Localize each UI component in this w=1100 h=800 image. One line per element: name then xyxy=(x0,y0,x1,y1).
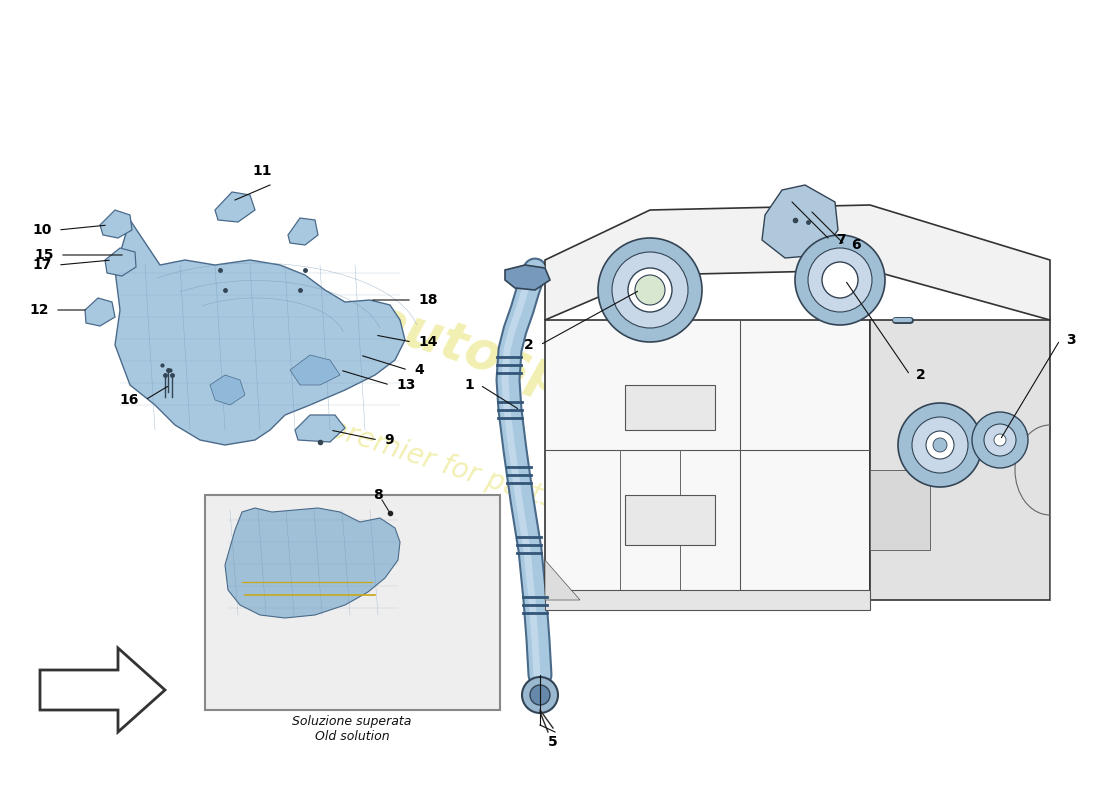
Text: 1: 1 xyxy=(464,378,474,392)
Polygon shape xyxy=(870,320,1050,600)
Polygon shape xyxy=(544,320,870,600)
Polygon shape xyxy=(210,375,245,405)
Text: 12: 12 xyxy=(30,303,50,317)
Text: 18: 18 xyxy=(418,293,438,307)
Text: 17: 17 xyxy=(33,258,52,272)
Circle shape xyxy=(933,438,947,452)
Text: autospares: autospares xyxy=(364,294,696,446)
Text: 9: 9 xyxy=(384,433,394,447)
Circle shape xyxy=(598,238,702,342)
Polygon shape xyxy=(40,648,165,732)
Circle shape xyxy=(530,685,550,705)
Text: 14: 14 xyxy=(418,335,438,349)
Bar xyxy=(870,470,930,550)
Polygon shape xyxy=(288,218,318,245)
Text: 2: 2 xyxy=(916,368,926,382)
Text: Old solution: Old solution xyxy=(315,730,389,743)
Bar xyxy=(544,590,870,610)
Polygon shape xyxy=(544,205,1050,320)
Text: 8: 8 xyxy=(373,488,383,502)
Text: 11: 11 xyxy=(252,164,272,178)
Circle shape xyxy=(912,417,968,473)
Polygon shape xyxy=(290,355,340,385)
Polygon shape xyxy=(104,248,136,276)
Circle shape xyxy=(822,262,858,298)
Circle shape xyxy=(628,268,672,312)
Polygon shape xyxy=(100,210,132,238)
Bar xyxy=(625,495,715,545)
Polygon shape xyxy=(762,185,838,258)
Bar xyxy=(205,495,500,710)
Circle shape xyxy=(808,248,872,312)
Circle shape xyxy=(984,424,1016,456)
Text: 5: 5 xyxy=(548,735,558,749)
Circle shape xyxy=(972,412,1028,468)
Text: 4: 4 xyxy=(414,363,424,377)
Circle shape xyxy=(635,275,666,305)
Text: 2: 2 xyxy=(525,338,533,352)
Circle shape xyxy=(522,677,558,713)
Polygon shape xyxy=(214,192,255,222)
Text: a premier for parts: a premier for parts xyxy=(300,406,559,514)
Polygon shape xyxy=(226,508,400,618)
Text: Soluzione superata: Soluzione superata xyxy=(293,715,411,729)
Circle shape xyxy=(994,434,1006,446)
Text: 6: 6 xyxy=(851,238,860,252)
Circle shape xyxy=(898,403,982,487)
Circle shape xyxy=(926,431,954,459)
Text: 10: 10 xyxy=(33,223,52,237)
Polygon shape xyxy=(544,560,580,600)
Circle shape xyxy=(795,235,886,325)
Polygon shape xyxy=(295,415,345,442)
Circle shape xyxy=(612,252,688,328)
Bar xyxy=(625,385,715,430)
Text: 13: 13 xyxy=(396,378,416,392)
Text: since 1985: since 1985 xyxy=(593,369,806,471)
Text: 3: 3 xyxy=(1066,333,1076,347)
Polygon shape xyxy=(116,220,405,445)
Polygon shape xyxy=(85,298,116,326)
Text: 15: 15 xyxy=(34,248,54,262)
Text: 16: 16 xyxy=(120,393,139,407)
Text: 7: 7 xyxy=(836,233,846,247)
Polygon shape xyxy=(505,265,550,290)
